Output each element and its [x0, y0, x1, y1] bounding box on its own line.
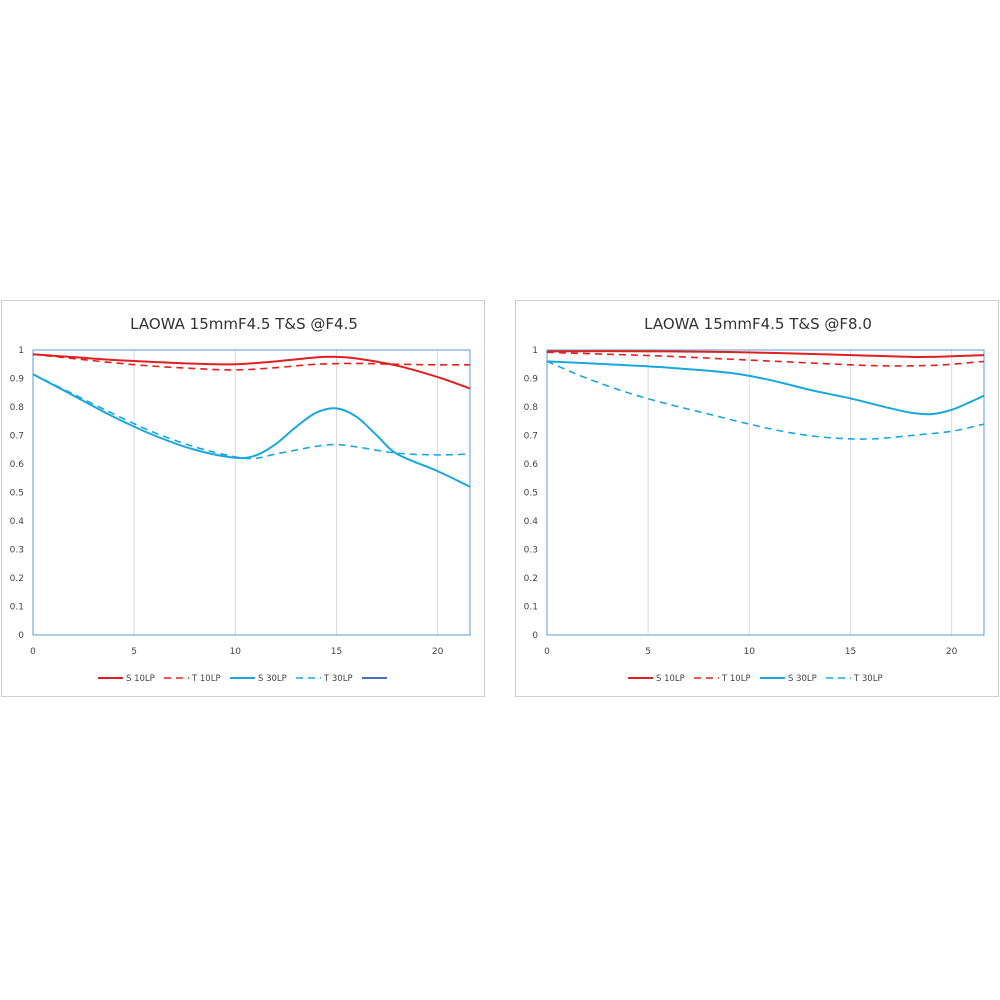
y-tick-label: 1 — [18, 346, 24, 356]
y-tick-label: 0.2 — [10, 574, 24, 584]
x-tick-label: 10 — [744, 647, 756, 657]
legend-label: T 10LP — [721, 674, 751, 684]
legend-label: S 10LP — [126, 674, 155, 684]
y-tick-label: 0.7 — [524, 432, 538, 442]
series-line-s-30lp — [32, 373, 471, 488]
series-line-t-30lp — [546, 360, 985, 440]
mtf-chart-f4.5: LAOWA 15mmF4.5 T&S @F4.5 0 5 10 15 20 0 0.1 0.2 0… — [1, 300, 485, 697]
legend-label: S 30LP — [258, 674, 287, 684]
y-tick-label: 0.4 — [10, 517, 25, 527]
y-tick-label: 0.9 — [10, 375, 25, 385]
series-line-s-10lp — [546, 350, 985, 358]
x-tick-label: 5 — [131, 647, 137, 657]
series-line-s-30lp — [546, 360, 985, 416]
series-line-t-10lp — [32, 353, 471, 371]
y-tick-label: 0.4 — [524, 517, 539, 527]
y-tick-label: 0.5 — [524, 489, 538, 499]
x-tick-label: 5 — [645, 647, 651, 657]
y-tick-label: 0.5 — [10, 489, 24, 499]
legend-label: S 30LP — [788, 674, 817, 684]
legend-label: T 30LP — [323, 674, 353, 684]
x-tick-label: 15 — [331, 647, 342, 657]
y-tick-label: 0.1 — [10, 603, 24, 613]
y-tick-label: 0.2 — [524, 574, 538, 584]
y-tick-label: 0.3 — [10, 546, 24, 556]
series-line-s-10lp — [32, 353, 471, 390]
x-tick-label: 20 — [946, 647, 958, 657]
y-tick-label: 0.9 — [524, 375, 539, 385]
plot-area-frame — [32, 349, 471, 636]
y-tick-label: 0.8 — [10, 403, 25, 413]
chart-svg-f8.0: LAOWA 15mmF4.5 T&S @F8.0 0 5 10 15 20 0 0.1 0.2 0… — [524, 315, 985, 684]
x-tick-label: 15 — [845, 647, 856, 657]
y-tick-label: 0 — [18, 631, 24, 641]
plot-area-frame — [546, 349, 985, 636]
series-line-t-30lp — [32, 373, 471, 460]
y-tick-label: 0.7 — [10, 432, 24, 442]
x-tick-label: 0 — [30, 647, 36, 657]
chart-svg-f4.5: LAOWA 15mmF4.5 T&S @F4.5 0 5 10 15 20 0 0.1 0.2 0… — [10, 315, 471, 684]
legend-label: T 10LP — [191, 674, 221, 684]
x-tick-label: 10 — [230, 647, 242, 657]
y-tick-label: 0.6 — [10, 460, 25, 470]
x-tick-label: 20 — [432, 647, 444, 657]
y-tick-label: 0 — [532, 631, 538, 641]
chart-title: LAOWA 15mmF4.5 T&S @F8.0 — [644, 315, 872, 333]
x-tick-label: 0 — [544, 647, 550, 657]
legend-label: S 10LP — [656, 674, 685, 684]
y-tick-label: 0.3 — [524, 546, 538, 556]
y-tick-label: 0.6 — [524, 460, 539, 470]
y-tick-label: 0.1 — [524, 603, 538, 613]
y-tick-label: 0.8 — [524, 403, 539, 413]
y-tick-label: 1 — [532, 346, 538, 356]
chart-title: LAOWA 15mmF4.5 T&S @F4.5 — [130, 315, 358, 333]
mtf-chart-f8.0: LAOWA 15mmF4.5 T&S @F8.0 0 5 10 15 20 0 0.1 0.2 0… — [515, 300, 999, 697]
legend-label: T 30LP — [853, 674, 883, 684]
